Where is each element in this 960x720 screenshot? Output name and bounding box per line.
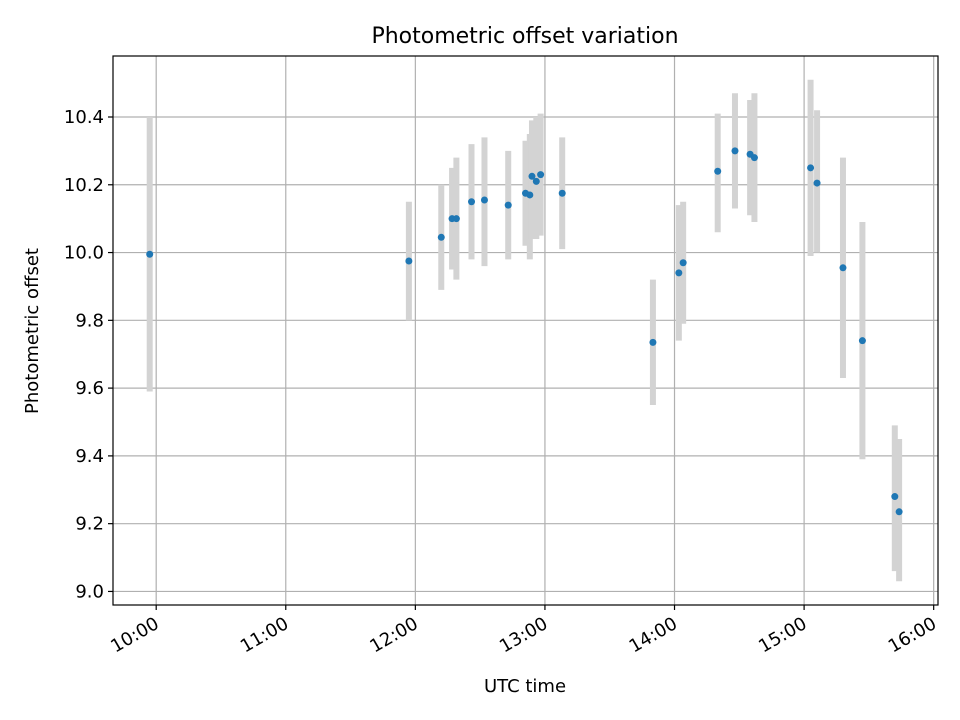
y-tick-label: 9.0 bbox=[75, 581, 104, 602]
y-tick-label: 10.4 bbox=[64, 107, 104, 128]
x-axis-label: UTC time bbox=[484, 676, 566, 697]
x-tick-label: 11:00 bbox=[237, 613, 292, 657]
x-tick-label: 15:00 bbox=[755, 613, 810, 657]
y-tick-label: 9.4 bbox=[75, 446, 104, 467]
data-point bbox=[675, 269, 683, 277]
data-point bbox=[532, 177, 540, 185]
y-tick-label: 9.6 bbox=[75, 378, 104, 399]
y-tick-label: 10.0 bbox=[64, 243, 104, 264]
x-tick-label: 16:00 bbox=[885, 613, 940, 657]
chart-title: Photometric offset variation bbox=[371, 24, 678, 49]
data-point bbox=[405, 257, 413, 265]
x-tick-label: 12:00 bbox=[366, 613, 421, 657]
data-point bbox=[649, 338, 657, 346]
data-point bbox=[895, 508, 903, 516]
x-tick-label: 13:00 bbox=[496, 613, 551, 657]
y-tick-label: 9.2 bbox=[75, 514, 104, 535]
data-point bbox=[858, 337, 866, 345]
data-point bbox=[714, 167, 722, 175]
data-point bbox=[807, 164, 815, 172]
data-point bbox=[468, 198, 476, 206]
data-point bbox=[504, 201, 512, 209]
data-point bbox=[731, 147, 739, 155]
data-point bbox=[558, 189, 566, 197]
error-bars bbox=[146, 79, 903, 582]
data-point bbox=[891, 493, 899, 501]
data-point bbox=[839, 264, 847, 272]
data-point bbox=[813, 179, 821, 187]
data-point bbox=[537, 171, 545, 179]
y-axis-label: Photometric offset bbox=[22, 248, 43, 414]
data-point bbox=[528, 172, 536, 180]
data-point bbox=[480, 196, 488, 204]
data-point bbox=[437, 233, 445, 241]
x-tick-label: 10:00 bbox=[107, 613, 162, 657]
data-point bbox=[526, 191, 534, 199]
data-point bbox=[452, 215, 460, 223]
plot-frame bbox=[112, 55, 939, 606]
data-point bbox=[146, 250, 154, 258]
data-point bbox=[679, 259, 687, 267]
y-tick-label: 9.8 bbox=[75, 310, 104, 331]
x-tick-label: 14:00 bbox=[626, 613, 681, 657]
data-point bbox=[750, 154, 758, 162]
data-points bbox=[146, 147, 903, 516]
y-tick-label: 10.2 bbox=[64, 175, 104, 196]
